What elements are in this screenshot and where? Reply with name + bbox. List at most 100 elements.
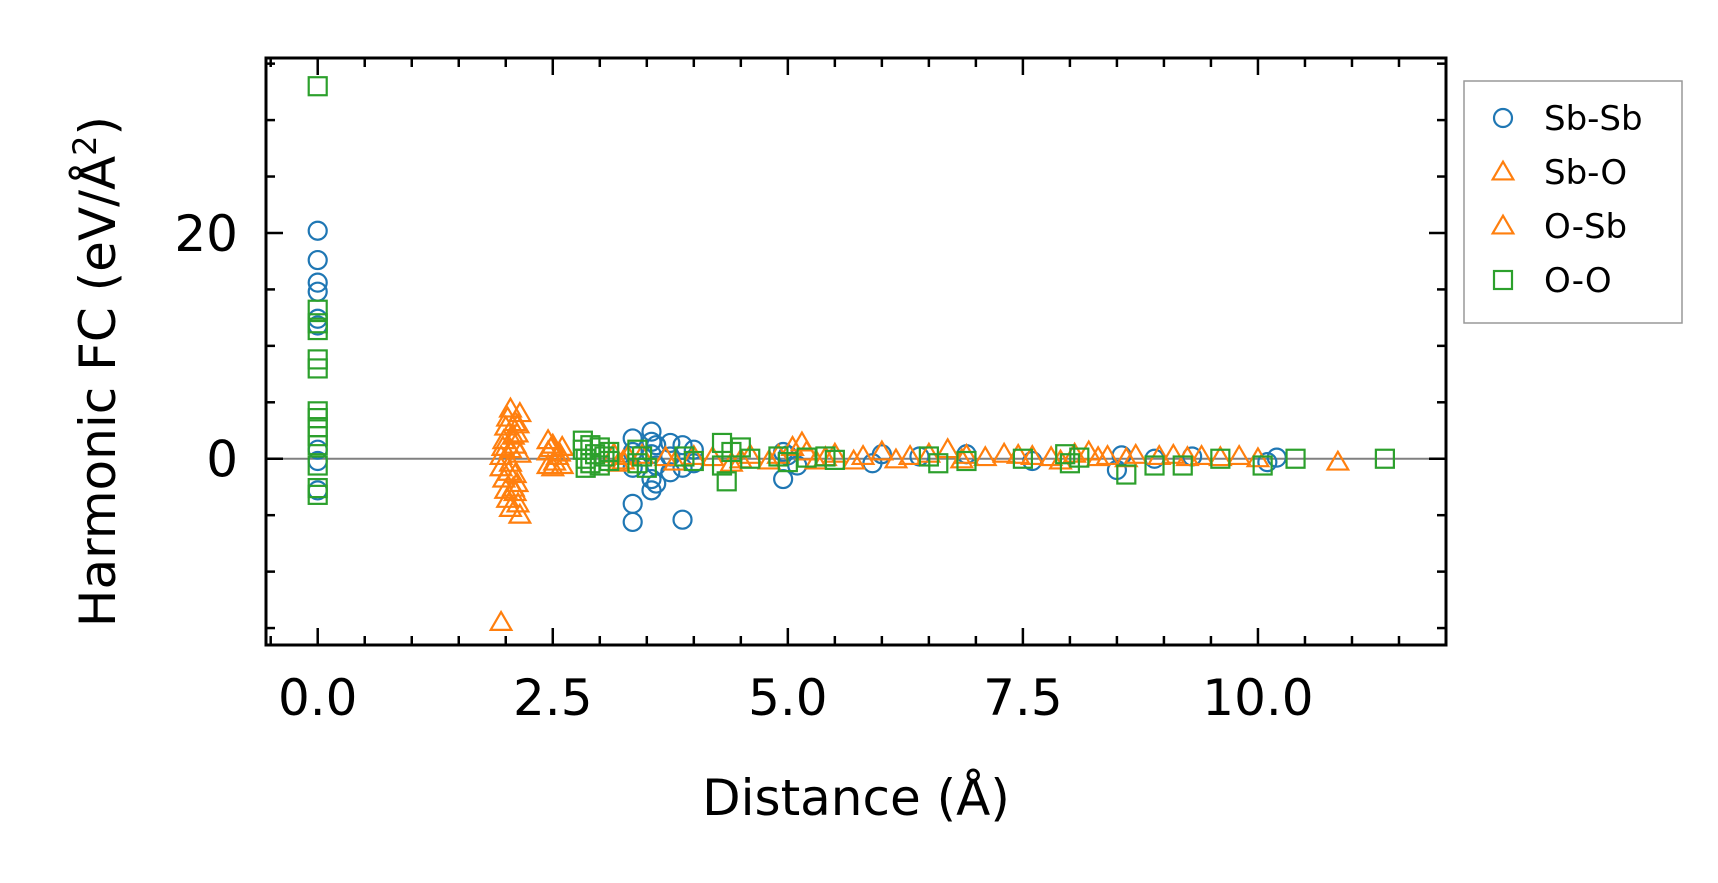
point-sb-o [488, 609, 514, 631]
point-o-sb [505, 412, 531, 434]
point-sb-o [841, 448, 866, 470]
point-sb-sb [672, 435, 693, 456]
point-o-o [683, 450, 704, 472]
point-o-o [636, 457, 657, 478]
point-sb-o [991, 441, 1017, 463]
y-axis-title: Harmonic FC (eV/Å2) [66, 116, 127, 627]
series-sb-o [488, 396, 1351, 631]
point-sb-o [1189, 443, 1214, 466]
x-tick-label: 7.5 [983, 669, 1063, 727]
point-o-sb [850, 443, 876, 466]
point-sb-sb [641, 421, 662, 442]
legend-entry-sb-sb: Sb-Sb [1492, 99, 1643, 139]
point-sb-sb [672, 509, 693, 530]
point-sb-sb [307, 249, 328, 271]
y-tick-label: 20 [174, 205, 238, 263]
point-o-o [599, 450, 620, 472]
point-sb-o [954, 442, 979, 464]
x-tick-label: 0.0 [278, 669, 358, 727]
point-sb-sb [1257, 452, 1278, 473]
point-sb-sb [660, 462, 681, 483]
point-sb-o [498, 396, 523, 418]
x-tick-label: 10.0 [1202, 669, 1313, 727]
point-o-o [1069, 447, 1090, 468]
point-o-sb [496, 459, 521, 481]
y-tick-label: 0 [206, 431, 238, 489]
legend-entry-o-sb: O-Sb [1490, 207, 1627, 247]
legend-marker-o-sb [1490, 213, 1516, 235]
point-sb-o [498, 495, 523, 517]
point-sb-o [662, 449, 688, 471]
point-o-o [307, 484, 328, 505]
point-o-o [1012, 448, 1033, 469]
point-o-o [1374, 448, 1395, 469]
x-tick-label: 5.0 [748, 669, 828, 727]
point-o-o [307, 435, 328, 456]
point-o-o [1252, 455, 1273, 476]
point-sb-sb [672, 457, 693, 478]
point-o-o [928, 453, 949, 474]
legend: Sb-Sb Sb-O O-Sb O-O [1463, 80, 1683, 324]
axis-ticks [266, 58, 1448, 645]
plot-points [307, 76, 1395, 631]
point-sb-o [756, 448, 782, 470]
point-sb-sb [641, 468, 662, 490]
axis-tick-labels: 0.0 2.5 5.0 7.5 10.0 0 20 [174, 205, 1313, 727]
legend-label-o-o: O-O [1544, 261, 1612, 301]
point-sb-sb [773, 468, 794, 490]
y-axis-title-superscript: 2 [66, 135, 104, 155]
y-axis-title-close: ) [69, 116, 127, 136]
point-o-o [307, 76, 328, 97]
point-o-o [631, 446, 653, 467]
x-axis-title: Distance (Å) [702, 769, 1010, 827]
point-sb-sb [622, 511, 643, 533]
point-sb-o [869, 439, 895, 461]
point-sb-o [897, 443, 923, 466]
legend-marker-sb-o [1490, 159, 1516, 181]
legend-marker-sb-sb [1492, 107, 1514, 129]
point-o-o [1172, 455, 1193, 476]
point-sb-o [507, 441, 533, 463]
point-o-sb [490, 434, 516, 457]
legend-label-o-sb: O-Sb [1544, 207, 1627, 247]
point-o-o [716, 471, 737, 492]
point-o-o [307, 319, 328, 341]
legend-label-sb-sb: Sb-Sb [1544, 99, 1643, 139]
legend-box [1463, 80, 1683, 324]
point-sb-o [495, 486, 520, 508]
point-sb-sb [622, 493, 643, 514]
point-sb-o [535, 428, 561, 450]
point-o-sb [505, 491, 531, 513]
point-o-o [1116, 464, 1137, 485]
legend-label-sb-o: Sb-O [1544, 153, 1627, 193]
point-o-sb [501, 475, 526, 497]
point-o-sb [780, 434, 805, 457]
point-o-o [307, 299, 328, 320]
point-o-o [956, 450, 977, 472]
point-o-sb [973, 445, 998, 467]
point-sb-o [737, 442, 763, 464]
series-sb-sb [307, 220, 1287, 533]
y-axis-title-main: Harmonic FC (eV/Å [69, 156, 127, 627]
point-sb-o [498, 437, 523, 459]
point-sb-o [549, 452, 575, 475]
point-o-o [307, 358, 328, 379]
point-o-o [1144, 455, 1165, 476]
point-o-o [824, 449, 845, 470]
point-sb-o [507, 401, 533, 423]
plot-area-frame [264, 56, 1448, 647]
point-o-o [1285, 448, 1306, 469]
legend-entries: Sb-Sb Sb-O O-Sb O-O [1490, 99, 1643, 301]
point-sb-o [803, 448, 829, 470]
point-sb-sb [871, 444, 892, 465]
point-sb-sb [660, 432, 681, 454]
point-sb-o [540, 455, 566, 477]
x-tick-label: 2.5 [513, 669, 593, 727]
point-o-sb [1208, 445, 1233, 467]
legend-entry-o-o: O-O [1492, 261, 1612, 301]
point-sb-o [507, 502, 533, 524]
point-o-sb [653, 445, 678, 467]
point-o-o [594, 446, 615, 467]
point-o-sb [501, 423, 526, 445]
